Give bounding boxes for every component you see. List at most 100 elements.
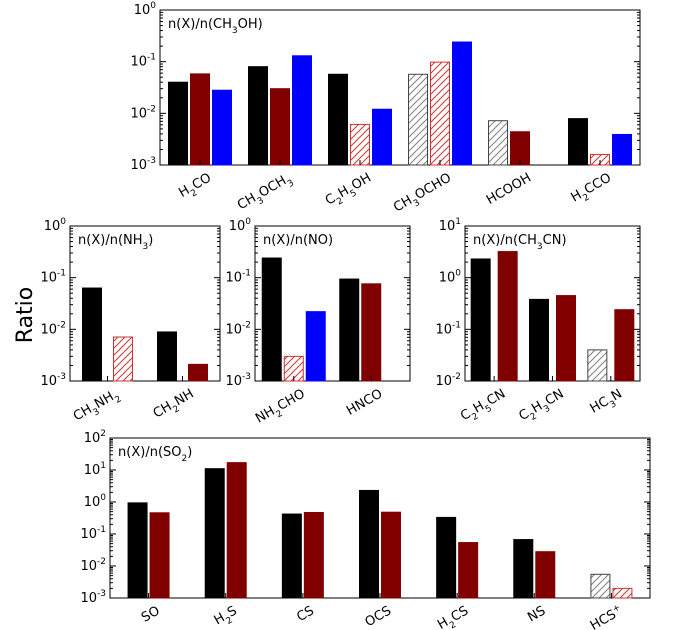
x-tick-label: NH2CHO [253,386,310,430]
bar-H2S-0 [204,468,225,599]
x-tick-label: CH2NH [151,386,199,425]
x-tick-label: C2H5CN [458,386,510,427]
bar-OCS-0 [359,489,379,599]
bar-H2CCO-0 [568,118,588,166]
bar-H2CCO-2 [612,133,632,166]
x-tick-label: OCS [363,603,394,630]
panel-title: n(X)/n(NH3) [78,233,153,252]
bar-CH2NH-0 [157,331,177,382]
y-tick-label: 10-3 [225,372,251,389]
bar-HC3N-1 [614,309,635,382]
bar-CS-1 [303,511,324,599]
bar-C2H5OH-1 [350,123,370,166]
bar-CH3NH2-0 [82,287,102,382]
y-tick-label: 10-2 [130,104,156,121]
panel-title: n(X)/n(CH3OH) [168,17,263,36]
y-tick-label: 10-1 [40,268,66,285]
bar-NS-1 [535,551,556,599]
y-tick-label: 102 [84,429,106,446]
bar-CH3OCH3-1 [270,88,290,166]
y-tick-label: 100 [229,217,252,234]
panel-1: 10-3 10-2 10-1 100 CH3NH2 CH2NH n(X)/n(NH3) [40,217,221,427]
x-tick-label: H2CO [176,170,216,204]
y-tick-label: 10-3 [80,589,106,606]
y-tick-label: 101 [84,461,106,478]
x-tick-label: CS [294,603,317,625]
bar-NS-0 [513,539,534,599]
bar-H2CO-2 [212,89,232,166]
bar-H2S-1 [226,462,247,599]
bar-C2H5OH-0 [328,73,348,166]
bar-H2CS-0 [436,516,457,599]
y-tick-label: 100 [134,1,157,18]
bar-C2H3CN-0 [529,298,549,382]
bar-SO-1 [149,512,170,599]
x-tick-label: C2H3CN [516,386,568,427]
x-tick-label: NS [525,603,548,625]
bar-CH3OCH3-0 [248,66,268,166]
x-tick-label: H2CCO [568,170,616,208]
y-axis-label: Ratio [13,287,38,343]
plot-frame [159,9,641,166]
x-tick-label: HCS+ [587,603,625,630]
x-tick-label: CH3OCH3 [235,170,296,216]
bar-C2H5OH-2 [372,108,392,166]
bar-HC3N-0 [587,349,608,382]
y-tick-label: 10-1 [435,320,461,337]
y-tick-label: 10-3 [40,372,66,389]
bar-C2H5CN-1 [497,251,518,382]
y-tick-label: 100 [439,268,462,285]
bar-H2CO-0 [168,81,188,166]
bar-C2H5CN-0 [470,258,491,382]
bar-H2CO-1 [190,73,210,166]
y-tick-label: 10-2 [80,557,106,574]
plot-frame [254,225,411,382]
bar-CH3OCH3-2 [292,55,312,166]
bar-HCS+-1 [612,587,633,599]
x-tick-label: SO [139,603,163,625]
y-tick-label: 10-1 [80,525,106,542]
bar-SO-0 [127,502,148,599]
x-tick-label: H2CS [435,603,473,630]
bar-HCS+-0 [590,573,611,599]
panel-2: 10-3 10-2 10-1 100 NH2CHO HNCO n(X)/n(NO) [225,217,411,430]
x-tick-label: HC3N [588,386,627,420]
bar-CS-0 [281,513,302,599]
plot-frame [109,437,651,599]
x-tick-label: C2H5OH [323,170,376,212]
x-tick-label: H2S [212,603,242,630]
bar-CH2NH-1 [188,363,208,382]
y-tick-label: 10-2 [225,320,251,337]
y-tick-label: 10-2 [40,320,66,337]
x-tick-label: HNCO [344,386,385,418]
bar-CH3OCHO-2 [452,41,472,166]
y-tick-label: 10-1 [225,268,251,285]
panel-title: n(X)/n(CH3CN) [473,233,567,252]
y-tick-label: 100 [84,493,107,510]
bar-CH3OCHO-1 [430,61,450,166]
panel-4: 10-3 10-2 10-1 100 101 102 SO H2S CS OCS H2CS NS HCS… [80,429,651,630]
y-tick-label: 10-3 [130,156,156,173]
plot-frame [464,225,641,382]
y-tick-label: 101 [439,217,461,234]
y-tick-label: 100 [44,217,67,234]
panel-0: 10-3 10-2 10-1 100 H2CO CH3OCH3 C2H5OH CH3OCHO H… [130,1,641,218]
x-tick-label: CH3OCHO [391,170,456,218]
panel-title: n(X)/n(NO) [263,233,333,248]
bar-HNCO-1 [361,283,382,382]
panel-title: n(X)/n(SO2) [118,445,192,464]
bar-C2H3CN-1 [556,295,576,382]
x-tick-label: CH3NH2 [71,386,124,427]
bar-CH3NH2-1 [113,336,133,382]
bar-OCS-1 [381,511,401,599]
bar-HCOOH-0 [488,120,508,166]
bar-HNCO-0 [339,278,360,382]
y-tick-label: 10-2 [435,372,461,389]
bar-NH2CHO-2 [305,311,326,382]
bar-NH2CHO-0 [261,257,282,382]
bar-H2CS-1 [458,542,479,599]
plot-frame [69,225,221,382]
y-tick-label: 10-1 [130,52,156,69]
